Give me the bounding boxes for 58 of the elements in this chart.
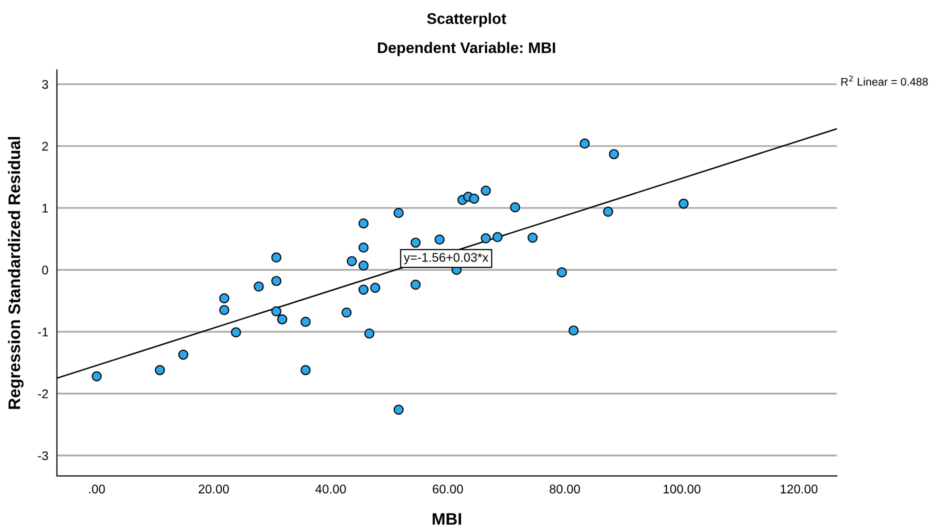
- point: [271, 252, 282, 263]
- point: [271, 276, 282, 286]
- x-tick-label: 40.00: [315, 484, 346, 494]
- y-tick-label: 2: [42, 142, 48, 151]
- point: [358, 260, 369, 271]
- point: [480, 186, 491, 196]
- point: [580, 138, 590, 149]
- point: [678, 198, 689, 209]
- x-tick-label: .00: [89, 484, 105, 494]
- x-tick-label: 100.00: [664, 484, 700, 494]
- chart-subtitle: Dependent Variable: MBI: [378, 42, 556, 56]
- point: [277, 314, 288, 324]
- point: [92, 371, 102, 382]
- y-tick-label: 3: [42, 80, 48, 89]
- point: [271, 306, 282, 316]
- y-tick-label: -3: [38, 451, 48, 460]
- x-tick-label: 120.00: [780, 484, 818, 494]
- point: [178, 350, 188, 360]
- annotation: y=-1.56+0.03*x: [404, 252, 488, 264]
- point: [568, 325, 579, 336]
- point: [219, 305, 230, 316]
- point: [608, 149, 620, 160]
- x-axis-title: MBI: [432, 513, 462, 525]
- point: [410, 280, 421, 290]
- point: [230, 327, 242, 338]
- point: [492, 232, 503, 242]
- point: [154, 365, 165, 376]
- point: [254, 282, 264, 292]
- point: [603, 206, 614, 217]
- point: [434, 234, 445, 245]
- y-tick-label: 1: [42, 204, 48, 212]
- point: [556, 267, 567, 278]
- point: [364, 328, 374, 339]
- point: [480, 233, 491, 244]
- x-tick-label: 80.00: [550, 484, 580, 494]
- y-tick-label: -1: [38, 328, 48, 336]
- point: [358, 284, 369, 295]
- point: [394, 404, 404, 415]
- point: [219, 293, 230, 304]
- x-tick-label: 20.00: [198, 484, 229, 494]
- point: [342, 308, 352, 318]
- point: [300, 316, 311, 327]
- point: [510, 202, 520, 212]
- point: [394, 208, 404, 218]
- point: [410, 238, 421, 248]
- point: [300, 365, 311, 376]
- y-axis-title: Regression Standardized Residual: [8, 137, 24, 409]
- point: [358, 218, 369, 228]
- point: [528, 232, 538, 243]
- point: [469, 194, 480, 204]
- text: R$^{2}$ Linear = 0.488: [841, 76, 928, 86]
- y-tick-label: -2: [38, 389, 48, 398]
- y-tick-label: 0: [42, 266, 48, 275]
- point: [358, 242, 369, 253]
- point: [370, 282, 380, 293]
- chart-title: Scatterplot: [427, 12, 506, 28]
- x-tick-label: 60.00: [432, 484, 463, 494]
- point: [346, 256, 357, 266]
